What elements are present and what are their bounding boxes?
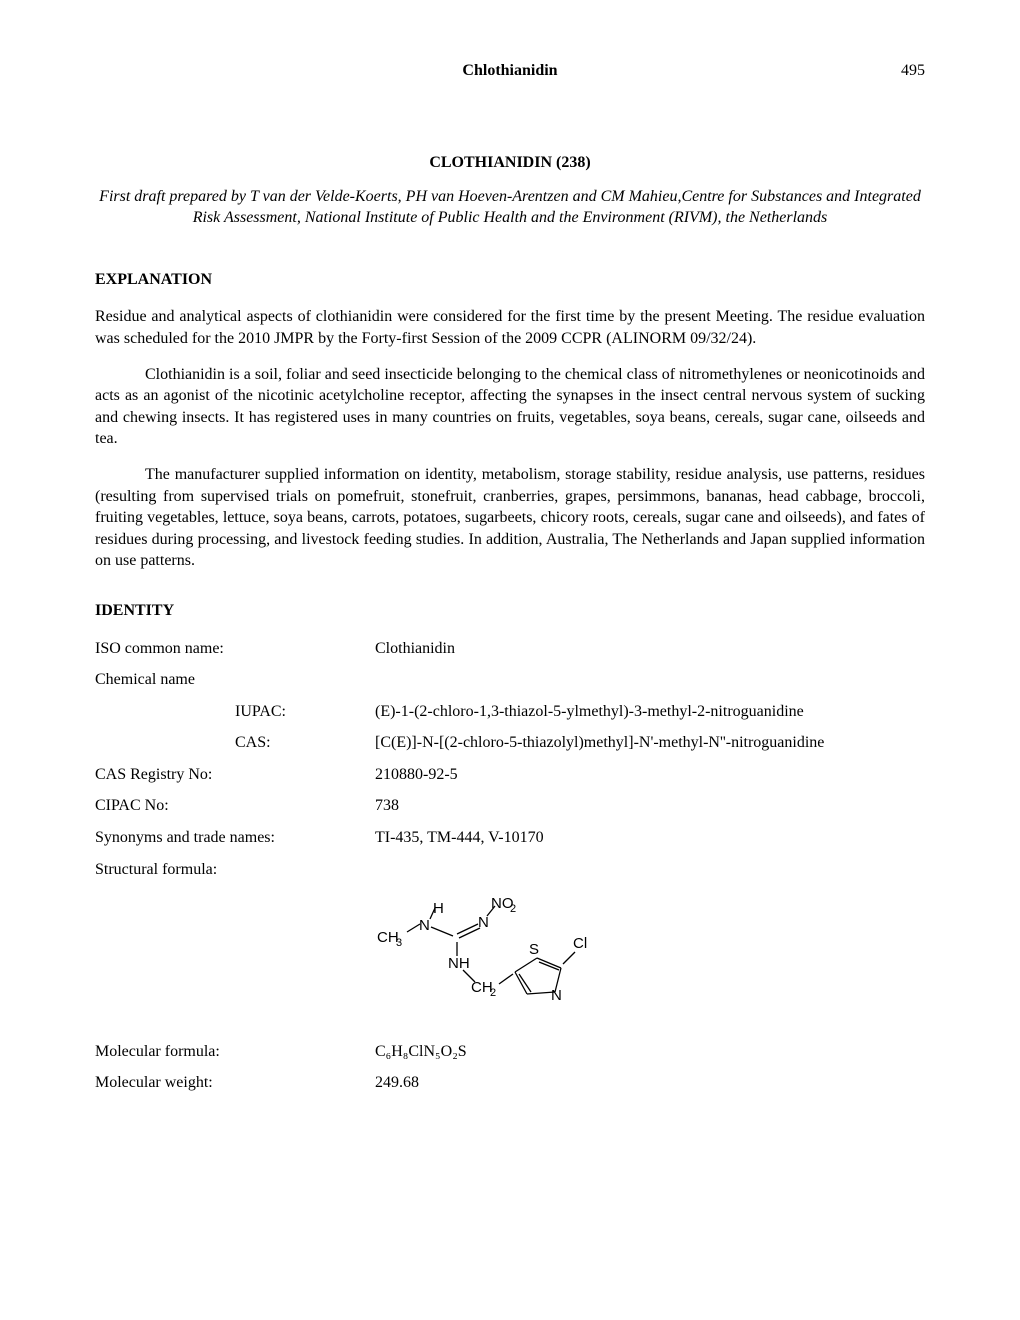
structural-formula: CH3NHNNO2NHCH2SNCl <box>375 894 925 1011</box>
identity-table-2: Molecular formula: C₆H₈ClN₅O₂S Molecular… <box>95 1041 925 1104</box>
explanation-para-1: Residue and analytical aspects of clothi… <box>95 306 925 349</box>
authors-line: First draft prepared by T van der Velde-… <box>95 187 925 229</box>
svg-text:NH: NH <box>448 955 470 972</box>
chemname-label: Chemical name <box>95 669 925 701</box>
table-row: Chemical name <box>95 669 925 701</box>
table-row: Molecular weight: 249.68 <box>95 1072 925 1104</box>
svg-text:N: N <box>551 987 562 1004</box>
table-row: Structural formula: <box>95 859 925 891</box>
syn-label: Synonyms and trade names: <box>95 827 375 859</box>
svg-text:2: 2 <box>490 987 496 999</box>
table-row: CAS Registry No: 210880-92-5 <box>95 764 925 796</box>
section-explanation-heading: EXPLANATION <box>95 269 925 291</box>
casreg-label: CAS Registry No: <box>95 764 375 796</box>
table-row: ISO common name: Clothianidin <box>95 638 925 670</box>
casreg-value: 210880-92-5 <box>375 764 925 796</box>
struct-label: Structural formula: <box>95 859 925 891</box>
document-title: CLOTHIANIDIN (238) <box>95 152 925 174</box>
cas-label: CAS: <box>95 732 375 764</box>
page-header: Chlothianidin 495 <box>95 60 925 82</box>
svg-text:N: N <box>478 914 489 931</box>
molecule-svg: CH3NHNNO2NHCH2SNCl <box>375 894 605 1004</box>
table-row: Molecular formula: C₆H₈ClN₅O₂S <box>95 1041 925 1073</box>
svg-text:S: S <box>529 941 539 958</box>
cipac-value: 738 <box>375 795 925 827</box>
table-row: CIPAC No: 738 <box>95 795 925 827</box>
svg-text:2: 2 <box>510 903 516 915</box>
cas-value: [C(E)]-N-[(2-chloro-5-thiazolyl)methyl]-… <box>375 732 925 764</box>
table-row: IUPAC: (E)-1-(2-chloro-1,3-thiazol-5-ylm… <box>95 701 925 733</box>
syn-value: TI-435, TM-444, V-10170 <box>375 827 925 859</box>
identity-table: ISO common name: Clothianidin Chemical n… <box>95 638 925 891</box>
table-row: Synonyms and trade names: TI-435, TM-444… <box>95 827 925 859</box>
molweight-value: 249.68 <box>375 1072 925 1104</box>
explanation-para-2: Clothianidin is a soil, foliar and seed … <box>95 364 925 450</box>
molform-label: Molecular formula: <box>95 1041 375 1073</box>
table-row: CAS: [C(E)]-N-[(2-chloro-5-thiazolyl)met… <box>95 732 925 764</box>
svg-text:3: 3 <box>396 937 402 949</box>
section-identity-heading: IDENTITY <box>95 600 925 622</box>
molform-value: C₆H₈ClN₅O₂S <box>375 1041 925 1073</box>
molweight-label: Molecular weight: <box>95 1072 375 1104</box>
header-right: 495 <box>901 60 925 82</box>
header-center: Chlothianidin <box>462 60 557 82</box>
svg-text:Cl: Cl <box>573 935 587 952</box>
iupac-label: IUPAC: <box>95 701 375 733</box>
iso-value: Clothianidin <box>375 638 925 670</box>
iupac-value: (E)-1-(2-chloro-1,3-thiazol-5-ylmethyl)-… <box>375 701 925 733</box>
explanation-para-3: The manufacturer supplied information on… <box>95 464 925 572</box>
cipac-label: CIPAC No: <box>95 795 375 827</box>
svg-text:N: N <box>419 917 430 934</box>
iso-label: ISO common name: <box>95 638 375 670</box>
